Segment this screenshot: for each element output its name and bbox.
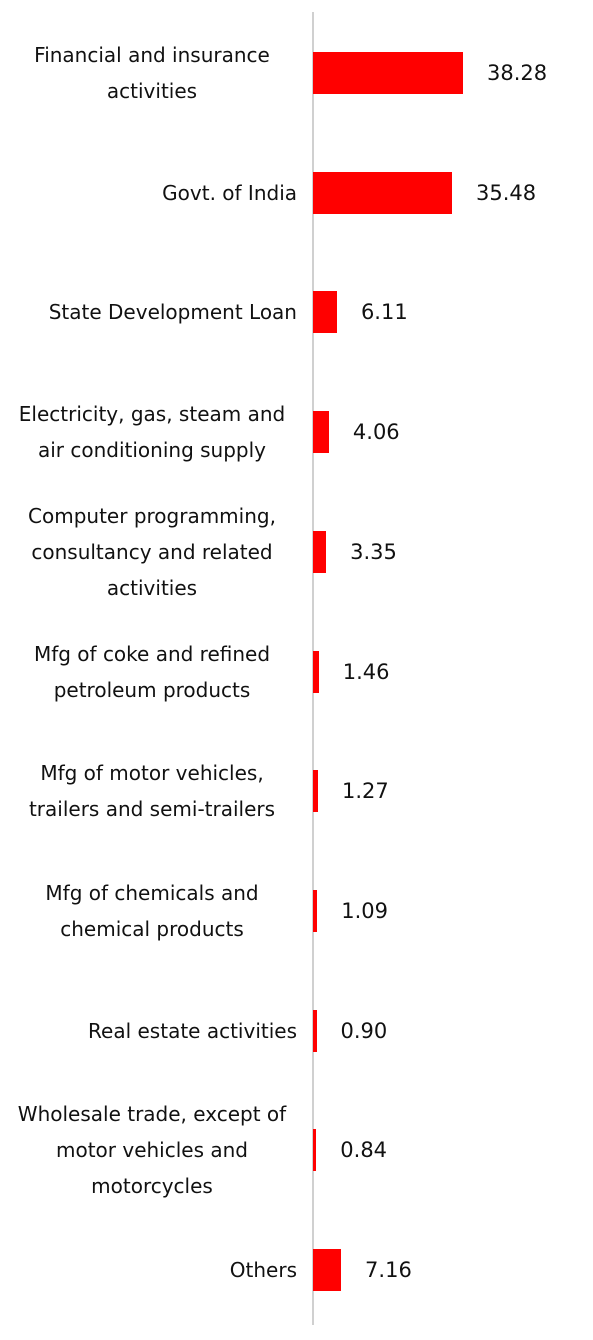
value-label: 3.35 [350,539,397,564]
bar [313,171,453,214]
value-label: 0.84 [340,1138,388,1163]
value-label: 4.06 [352,420,400,445]
bar [313,291,337,334]
category-box: Financial and insurance activities [7,37,297,109]
category-label: Real estate activities [88,1018,297,1043]
category-label: Mfg of chemicals and chemical products [45,880,259,941]
category-label: Govt. of India [162,180,297,205]
category-box: Wholesale trade, except of motor vehicle… [7,1096,297,1204]
category-label: Wholesale trade, except of motor vehicle… [17,1102,287,1199]
category-box: Electricity, gas, steam and air conditio… [7,396,297,468]
bar [313,1129,317,1172]
category-label: Mfg of motor vehicles, trailers and semi… [28,761,276,822]
category-label: Electricity, gas, steam and air conditio… [18,402,286,463]
category-box: State Development Loan [7,294,297,330]
value-label: 1.09 [341,898,389,923]
value-label: 0.90 [340,1018,388,1043]
category-box: Govt. of India [7,175,297,211]
bar [313,530,327,573]
bar [313,889,318,932]
bar [313,770,318,813]
category-box: Computer programming, consultancy and re… [7,498,297,606]
value-label: 35.48 [476,180,537,205]
value-label: 1.27 [341,779,389,804]
value-label: 1.46 [342,659,390,684]
category-box: Mfg of coke and refined petroleum produc… [7,636,297,708]
bar [313,1009,317,1052]
category-box: Others [7,1252,297,1288]
bar [313,1249,342,1291]
bar [313,650,319,693]
value-label: 6.11 [360,300,408,325]
bar [313,52,463,94]
category-box: Mfg of motor vehicles, trailers and semi… [7,755,297,827]
category-label: Others [229,1258,297,1282]
category-box: Mfg of chemicals and chemical products [7,875,297,947]
category-label: Financial and insurance activities [34,43,270,103]
category-label: Mfg of coke and refined petroleum produc… [33,641,271,702]
category-label: Computer programming, consultancy and re… [28,503,276,600]
category-box: Real estate activities [7,1013,297,1049]
value-label: 38.28 [487,61,548,85]
value-label: 7.16 [365,1258,412,1282]
category-label: State Development Loan [48,300,297,325]
bar [313,411,329,454]
